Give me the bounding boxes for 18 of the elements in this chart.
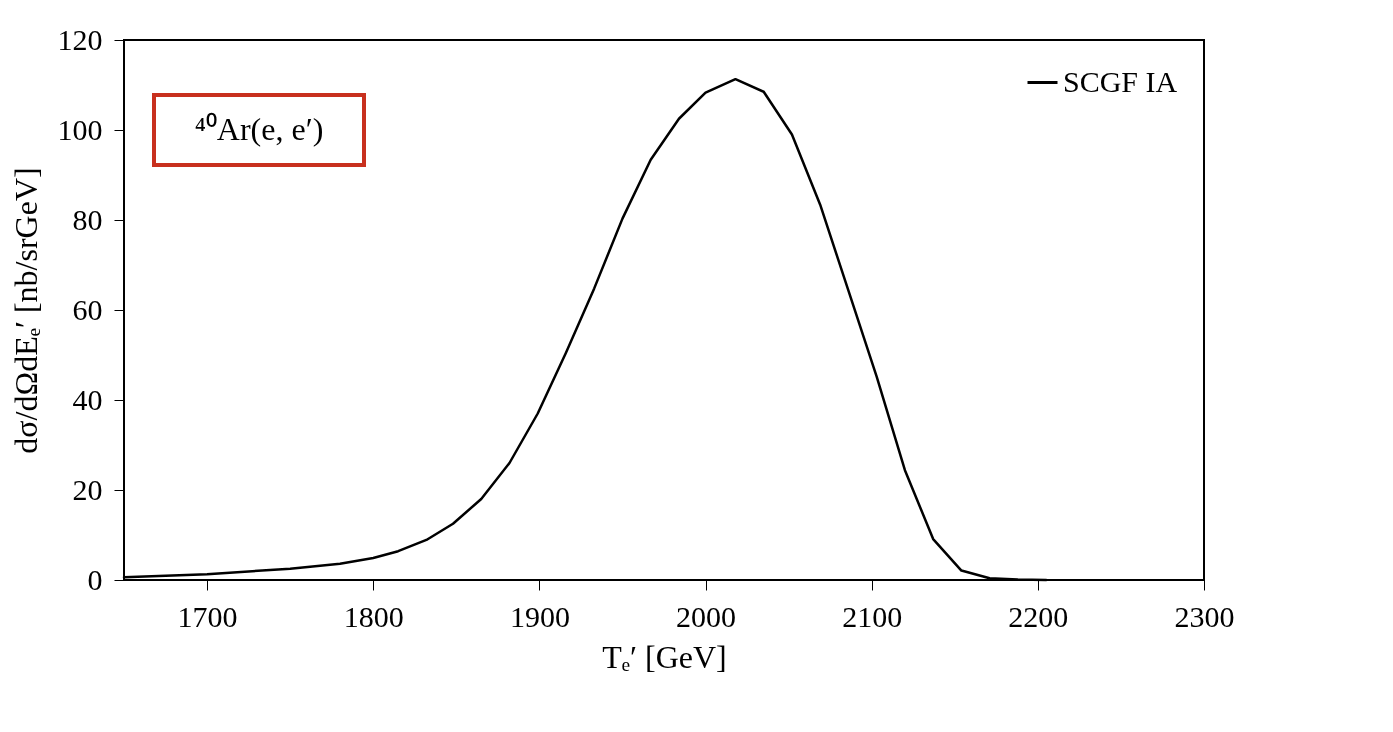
legend-label: SCGF IA [1063, 64, 1178, 98]
x-tick-label: 1800 [343, 599, 404, 633]
y-tick-label: 100 [57, 112, 103, 146]
x-tick-label: 2100 [842, 599, 903, 633]
y-tick-label: 40 [72, 382, 103, 416]
y-tick-label: 0 [87, 562, 103, 596]
x-tick-label: 2300 [1174, 599, 1235, 633]
x-axis-title: Tₑ′ [GeV] [602, 638, 727, 675]
x-tick-label: 1700 [177, 599, 238, 633]
annotation: ⁴⁰Ar(e, e′) [194, 111, 324, 147]
y-tick-label: 60 [72, 292, 103, 326]
y-axis-title: dσ/dΩdEₑ′ [nb/srGeV] [7, 167, 44, 454]
y-tick-label: 20 [72, 472, 103, 506]
y-tick-label: 120 [57, 22, 103, 56]
y-tick-label: 80 [72, 202, 103, 236]
x-tick-label: 2000 [676, 599, 737, 633]
x-tick-label: 1900 [509, 599, 570, 633]
x-tick-label: 2200 [1008, 599, 1069, 633]
